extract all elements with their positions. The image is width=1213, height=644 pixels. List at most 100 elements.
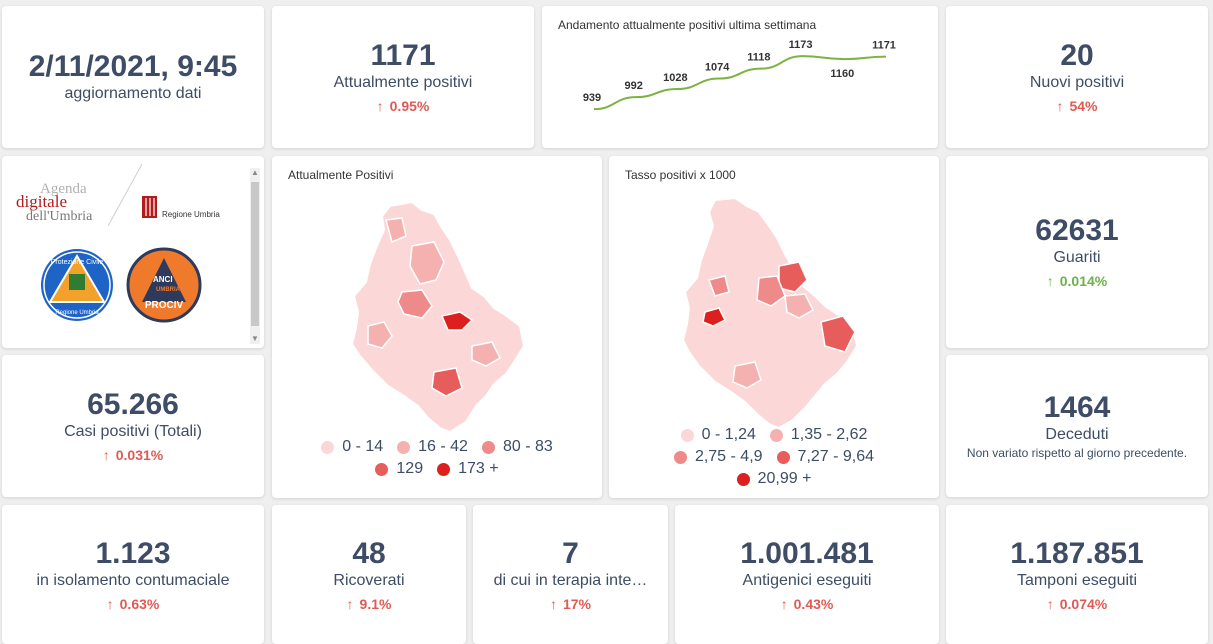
kpi-value: 65.266 (87, 388, 179, 421)
trend-chart-card[interactable]: Andamento attualmente positivi ultima se… (542, 6, 938, 148)
svg-text:Agenda: Agenda (40, 181, 87, 197)
kpi-trend: ↑ 0.95% (376, 98, 430, 114)
kpi-value: 20 (1060, 39, 1094, 72)
kpi-label: Antigenici eseguiti (742, 571, 872, 589)
kpi-value: 1.123 (95, 536, 171, 570)
svg-text:ANCI: ANCI (153, 275, 173, 284)
kpi-label: in isolamento contumaciale (36, 571, 230, 589)
arrow-up-icon: ↑ (780, 595, 788, 612)
kpi-label: Ricoverati (333, 571, 405, 589)
kpi-value: 7 (562, 536, 579, 570)
legend-swatch (397, 440, 411, 454)
legend-item[interactable]: 129 (375, 460, 423, 478)
legend-swatch (437, 462, 451, 476)
tamponi-card[interactable]: 1.187.851 Tamponi eseguiti ↑ 0.074% (946, 505, 1208, 644)
legend-swatch (375, 462, 389, 476)
regione-umbria-logo: Regione Umbria (142, 196, 220, 219)
scroll-down-icon[interactable]: ▼ (251, 334, 259, 343)
kpi-label: Casi positivi (Totali) (64, 423, 202, 440)
kpi-value: 1464 (1043, 391, 1111, 424)
kpi-trend: ↑ 0.014% (1046, 273, 1108, 289)
data-label: 1118 (747, 52, 770, 64)
arrow-up-icon: ↑ (106, 595, 114, 612)
map2-legend: 0 - 1,24 1,35 - 2,62 2,75 - 4,9 7,27 - 9… (639, 426, 909, 488)
svg-text:digitale: digitale (16, 192, 67, 211)
legend-item[interactable]: 1,35 - 2,62 (769, 426, 867, 444)
legend-item[interactable]: 0 - 1,24 (680, 426, 756, 444)
svg-text:Regione Umbria: Regione Umbria (55, 310, 99, 316)
svg-text:UMBRIA: UMBRIA (156, 287, 181, 293)
kpi-trend: ↑ 0.074% (1046, 595, 1108, 612)
kpi-value: 48 (352, 536, 386, 570)
attualmente-positivi-card[interactable]: 1171 Attualmente positivi ↑ 0.95% (272, 6, 534, 148)
legend-item[interactable]: 7,27 - 9,64 (776, 448, 874, 466)
kpi-trend: ↑ 0.43% (780, 595, 834, 612)
update-datetime-label: aggiornamento dati (64, 85, 202, 102)
data-label: 1028 (663, 72, 687, 84)
kpi-note: Non variato rispetto al giorno precedent… (966, 446, 1188, 460)
deceduti-card[interactable]: 1464 Deceduti Non variato rispetto al gi… (946, 355, 1208, 497)
kpi-value: 1171 (370, 39, 436, 72)
kpi-label: Attualmente positivi (333, 74, 473, 91)
kpi-label: Tamponi eseguiti (1016, 571, 1138, 589)
terapia-intensiva-card[interactable]: 7 di cui in terapia inte… ↑ 17% (473, 505, 668, 644)
legend-swatch (769, 428, 783, 442)
antigenici-card[interactable]: 1.001.481 Antigenici eseguiti ↑ 0.43% (675, 505, 939, 644)
legend-item[interactable]: 20,99 + (736, 470, 811, 488)
legend-swatch (673, 450, 687, 464)
legend-item[interactable]: 0 - 14 (321, 438, 383, 456)
anci-prociv-logo: ANCI UMBRIA PROCIV (126, 247, 202, 323)
legend-item[interactable]: 80 - 83 (481, 438, 553, 456)
legend-swatch (481, 440, 495, 454)
arrow-up-icon: ↑ (346, 595, 354, 612)
arrow-up-icon: ↑ (1046, 273, 1054, 289)
kpi-label: Guariti (1053, 249, 1101, 266)
update-datetime: 2/11/2021, 9:45 (28, 50, 238, 83)
svg-text:PROCIV: PROCIV (145, 300, 184, 311)
scroll-up-icon[interactable]: ▲ (251, 168, 259, 177)
legend-item[interactable]: 173 + (437, 460, 499, 478)
kpi-trend: ↑ 17% (549, 595, 592, 612)
chart-title: Andamento attualmente positivi ultima se… (558, 18, 817, 32)
data-label: 1171 (872, 40, 896, 52)
data-label: 1074 (705, 62, 730, 74)
agenda-digitale-logo: Agenda digitale dell'Umbria (16, 181, 93, 224)
legend-swatch (736, 472, 750, 486)
kpi-trend: ↑ 0.63% (106, 595, 160, 612)
protezione-civile-logo: Protezione Civile Regione Umbria (41, 249, 113, 321)
scroll-thumb[interactable] (251, 182, 259, 326)
arrow-up-icon: ↑ (549, 595, 557, 612)
umbria-map-tasso[interactable] (609, 196, 939, 456)
arrow-up-icon: ↑ (1056, 98, 1064, 114)
nuovi-positivi-card[interactable]: 20 Nuovi positivi ↑ 54% (946, 6, 1208, 148)
map-title: Attualmente Positivi (288, 168, 394, 182)
map-tasso-positivi-card[interactable]: Tasso positivi x 1000 0 - 1,24 1,35 - 2,… (609, 156, 939, 498)
isolamento-card[interactable]: 1.123 in isolamento contumaciale ↑ 0.63% (2, 505, 264, 644)
svg-text:Regione Umbria: Regione Umbria (162, 210, 220, 219)
series-line (593, 55, 887, 111)
data-label: 992 (625, 80, 643, 92)
map-title: Tasso positivi x 1000 (625, 168, 736, 182)
ricoverati-card[interactable]: 48 Ricoverati ↑ 9.1% (272, 505, 466, 644)
casi-totali-card[interactable]: 65.266 Casi positivi (Totali) ↑ 0.031% (2, 355, 264, 497)
data-label: 1173 (789, 39, 813, 51)
map-attualmente-positivi-card[interactable]: Attualmente Positivi 0 - 14 16 - 42 80 -… (272, 156, 602, 498)
guariti-card[interactable]: 62631 Guariti ↑ 0.014% (946, 156, 1208, 348)
map1-legend: 0 - 14 16 - 42 80 - 83 129 173 + (302, 438, 572, 478)
legend-item[interactable]: 16 - 42 (397, 438, 468, 456)
kpi-trend: ↑ 54% (1056, 98, 1098, 114)
arrow-up-icon: ↑ (102, 447, 110, 463)
legend-swatch (680, 428, 694, 442)
kpi-label: Deceduti (1045, 426, 1109, 443)
arrow-up-icon: ↑ (376, 98, 384, 114)
logos-card: Agenda digitale dell'Umbria Regione Umbr… (2, 156, 264, 348)
kpi-label: Nuovi positivi (1029, 74, 1125, 91)
logos-scrollbar[interactable]: ▲ ▼ (250, 168, 260, 344)
kpi-value: 1.187.851 (1010, 536, 1144, 570)
kpi-trend: ↑ 0.031% (102, 447, 164, 463)
trend-line-chart: 939 992 1028 1074 1118 1173 1160 1171 (583, 39, 896, 111)
umbria-map-positivi[interactable] (272, 196, 602, 456)
legend-item[interactable]: 2,75 - 4,9 (673, 448, 763, 466)
kpi-value: 1.001.481 (740, 536, 874, 570)
svg-text:Protezione Civile: Protezione Civile (51, 259, 104, 266)
